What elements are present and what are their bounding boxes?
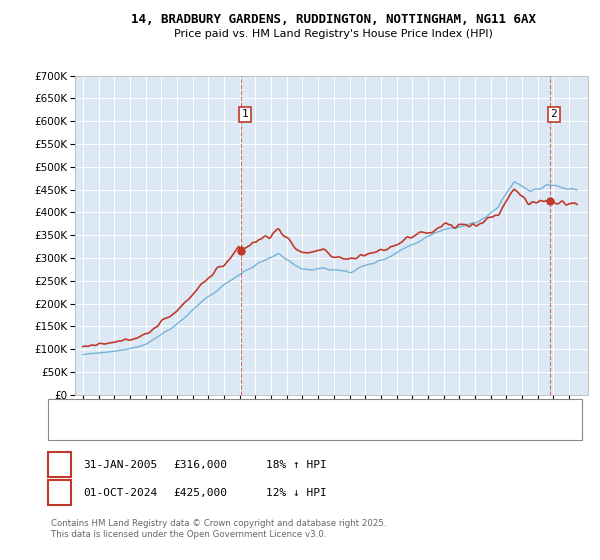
- Text: Contains HM Land Registry data © Crown copyright and database right 2025.
This d: Contains HM Land Registry data © Crown c…: [51, 520, 386, 539]
- Text: £316,000: £316,000: [173, 460, 227, 470]
- Text: 14, BRADBURY GARDENS, RUDDINGTON, NOTTINGHAM, NG11 6AX: 14, BRADBURY GARDENS, RUDDINGTON, NOTTIN…: [131, 13, 536, 26]
- Text: 14, BRADBURY GARDENS, RUDDINGTON, NOTTINGHAM, NG11 6AX (detached house): 14, BRADBURY GARDENS, RUDDINGTON, NOTTIN…: [96, 407, 504, 416]
- Text: HPI: Average price, detached house, Rushcliffe: HPI: Average price, detached house, Rush…: [96, 423, 361, 433]
- Text: 1: 1: [56, 458, 63, 472]
- Text: 1: 1: [242, 109, 248, 119]
- Text: 2: 2: [550, 109, 557, 119]
- Text: 12% ↓ HPI: 12% ↓ HPI: [266, 488, 326, 498]
- Text: £425,000: £425,000: [173, 488, 227, 498]
- Text: 2: 2: [56, 486, 63, 500]
- Text: Price paid vs. HM Land Registry's House Price Index (HPI): Price paid vs. HM Land Registry's House …: [173, 29, 493, 39]
- Text: 31-JAN-2005: 31-JAN-2005: [83, 460, 157, 470]
- Text: 01-OCT-2024: 01-OCT-2024: [83, 488, 157, 498]
- Text: 18% ↑ HPI: 18% ↑ HPI: [266, 460, 326, 470]
